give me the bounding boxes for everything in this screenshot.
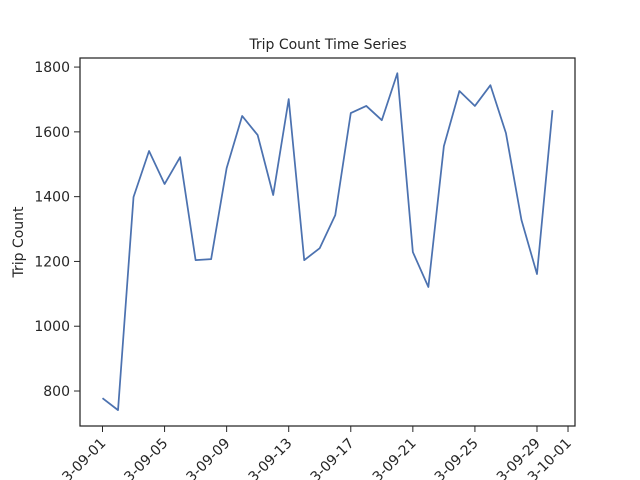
x-tick-label: 3-09-21 [370,436,420,480]
y-tick-label: 1200 [34,254,70,270]
y-tick-label: 1800 [34,60,70,76]
plot-frame [79,57,576,427]
y-tick-label: 1400 [34,190,70,206]
y-tick-label: 800 [43,384,70,400]
x-tick-label: 3-09-25 [432,436,482,480]
x-tick-label: 3-09-01 [59,436,109,480]
data-line [101,72,554,412]
x-tick-label: 3-09-13 [246,436,296,480]
y-tick-label: 1600 [34,125,70,141]
x-tick-label: 3-09-09 [184,436,234,480]
y-tick-label: 1000 [34,319,70,335]
x-tick-label: 3-09-17 [308,436,358,480]
x-tick-label: 3-09-05 [121,436,171,480]
y-axis-label: Trip Count [11,206,27,279]
chart-title: Trip Count Time Series [248,37,406,53]
